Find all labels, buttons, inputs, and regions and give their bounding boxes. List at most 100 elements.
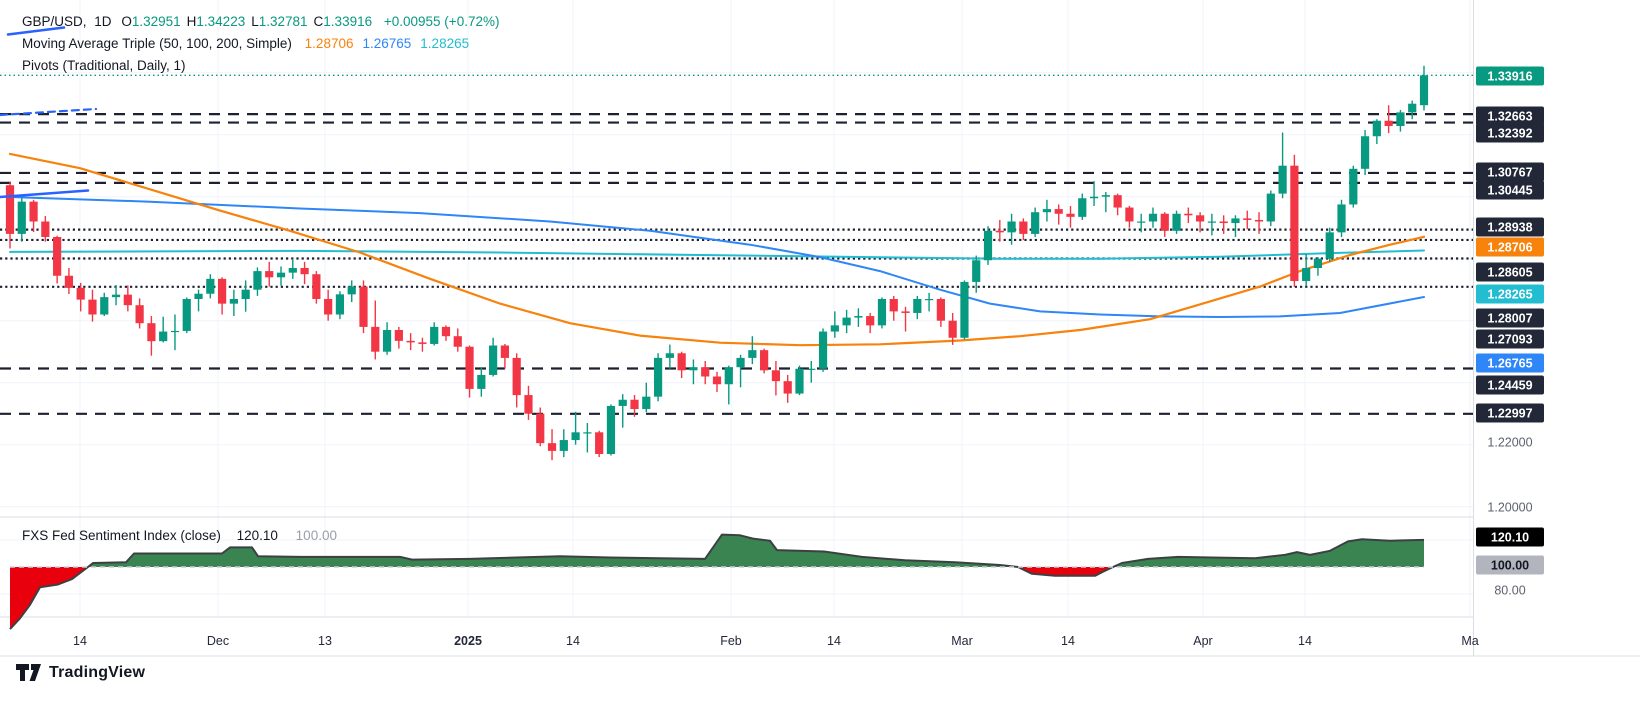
axis-price-label: 1.32663	[1476, 106, 1544, 126]
candle	[88, 289, 97, 322]
candle	[276, 266, 286, 286]
candle-body	[1302, 268, 1311, 282]
candle	[159, 316, 168, 343]
timeframe-label[interactable]: 1D	[94, 14, 112, 29]
candle-body	[901, 311, 910, 313]
candle-body	[1101, 195, 1110, 197]
symbol-legend-row[interactable]: GBP/USD, 1D O1.32951 H1.34223 L1.32781 C1.3…	[22, 14, 499, 29]
sentiment-legend-row[interactable]: FXS Fed Sentiment Index (close) 120.10 1…	[22, 528, 337, 543]
ohlc-value: 1.32951	[131, 14, 181, 29]
candle	[1101, 192, 1110, 213]
candle	[123, 285, 132, 312]
axis-label-text: 1.26765	[1487, 357, 1532, 371]
candle-body	[500, 345, 509, 358]
candle-body	[159, 331, 168, 342]
candle-body	[53, 237, 62, 276]
candle	[1349, 165, 1358, 208]
time-axis-label: 13	[318, 634, 332, 648]
candle-body	[194, 293, 203, 299]
candle-body	[394, 330, 403, 341]
candle-body	[724, 367, 733, 385]
candle	[972, 255, 981, 293]
candle-body	[583, 432, 592, 434]
time-axis-label: Dec	[207, 634, 229, 648]
tradingview-logo[interactable]: TradingView	[16, 663, 145, 682]
candle	[406, 333, 415, 351]
candle	[394, 326, 403, 349]
candle	[347, 280, 356, 303]
candle-body	[147, 323, 156, 342]
candle	[1078, 193, 1087, 220]
candle-body	[1325, 232, 1334, 259]
candle-body	[100, 297, 109, 315]
candle	[441, 325, 451, 341]
time-axis-label: Ma	[1461, 634, 1478, 648]
candle-body	[948, 320, 957, 338]
candle-body	[1019, 221, 1028, 234]
candle	[1066, 206, 1075, 228]
time-axis-label: 14	[566, 634, 580, 648]
axis-label-text: 1.28007	[1487, 312, 1532, 326]
candle	[925, 292, 934, 312]
candle-body	[1372, 120, 1381, 137]
candle	[1360, 130, 1370, 175]
ohlc-key: H	[186, 14, 197, 29]
candle	[324, 289, 333, 321]
candle-body	[123, 294, 132, 306]
candle-body	[1207, 221, 1216, 223]
candle	[630, 395, 639, 417]
candle	[760, 348, 769, 374]
axis-price-label: 1.28605	[1476, 262, 1544, 282]
axis-label-text: 1.22997	[1487, 407, 1532, 421]
candle-body	[1113, 195, 1122, 208]
candle	[1184, 207, 1193, 224]
pivots-indicator-title[interactable]: Pivots (Traditional, Daily, 1)	[22, 58, 186, 73]
candle	[489, 337, 498, 377]
time-axis-label: 14	[1061, 634, 1075, 648]
ohlc-key: C	[313, 14, 324, 29]
ma-indicator-title[interactable]: Moving Average Triple (50, 100, 200, Sim…	[22, 36, 292, 51]
price-axis[interactable]: 1.33916 1.32663 1.32392 1.30767 1.30445 1.289…	[1473, 0, 1640, 656]
time-axis[interactable]: 14 Dec 13 2025 14 Feb 14 Mar 14 Apr 14 Ma	[73, 634, 1479, 648]
candle-body	[347, 286, 356, 295]
ma-line-sma-200	[9, 249, 1425, 260]
candle-body	[288, 268, 297, 273]
candle-body	[170, 330, 180, 333]
axis-label-box	[1476, 162, 1544, 182]
candle	[1207, 213, 1216, 236]
time-axis-label: 2025	[454, 634, 482, 648]
candle	[936, 297, 945, 327]
candle-body	[1313, 258, 1323, 268]
candle-body	[465, 346, 474, 389]
candle	[17, 197, 26, 242]
candle	[960, 280, 969, 340]
pivots-legend-row[interactable]: Pivots (Traditional, Daily, 1)	[22, 58, 186, 73]
candle-body	[771, 370, 781, 382]
candle-body	[324, 299, 333, 315]
candle	[288, 258, 297, 279]
symbol-name[interactable]: GBP/USD	[22, 14, 83, 29]
candle	[1254, 212, 1264, 234]
candle	[1172, 210, 1181, 234]
candle	[1290, 154, 1299, 287]
candle-body	[300, 268, 309, 275]
axis-tick-label: 1.22000	[1487, 436, 1532, 450]
sentiment-indicator-title[interactable]: FXS Fed Sentiment Index (close)	[22, 528, 221, 543]
short-trendline-left	[0, 189, 90, 199]
candle-body	[418, 342, 427, 344]
candle-body	[936, 299, 945, 321]
candle-body	[1231, 218, 1240, 224]
candle	[182, 297, 191, 334]
candle-body	[866, 316, 875, 326]
axis-price-label: 1.28265	[1476, 284, 1544, 304]
candle-body	[536, 413, 545, 444]
candle	[1219, 215, 1228, 234]
candle-body	[701, 367, 710, 377]
candle-body	[889, 299, 898, 312]
candle-body	[925, 299, 934, 301]
axis-label-box	[1476, 527, 1544, 547]
axis-price-label: 1.30767	[1476, 162, 1544, 182]
ma-legend-row[interactable]: Moving Average Triple (50, 100, 200, Sim…	[22, 36, 469, 51]
candle	[418, 337, 427, 352]
